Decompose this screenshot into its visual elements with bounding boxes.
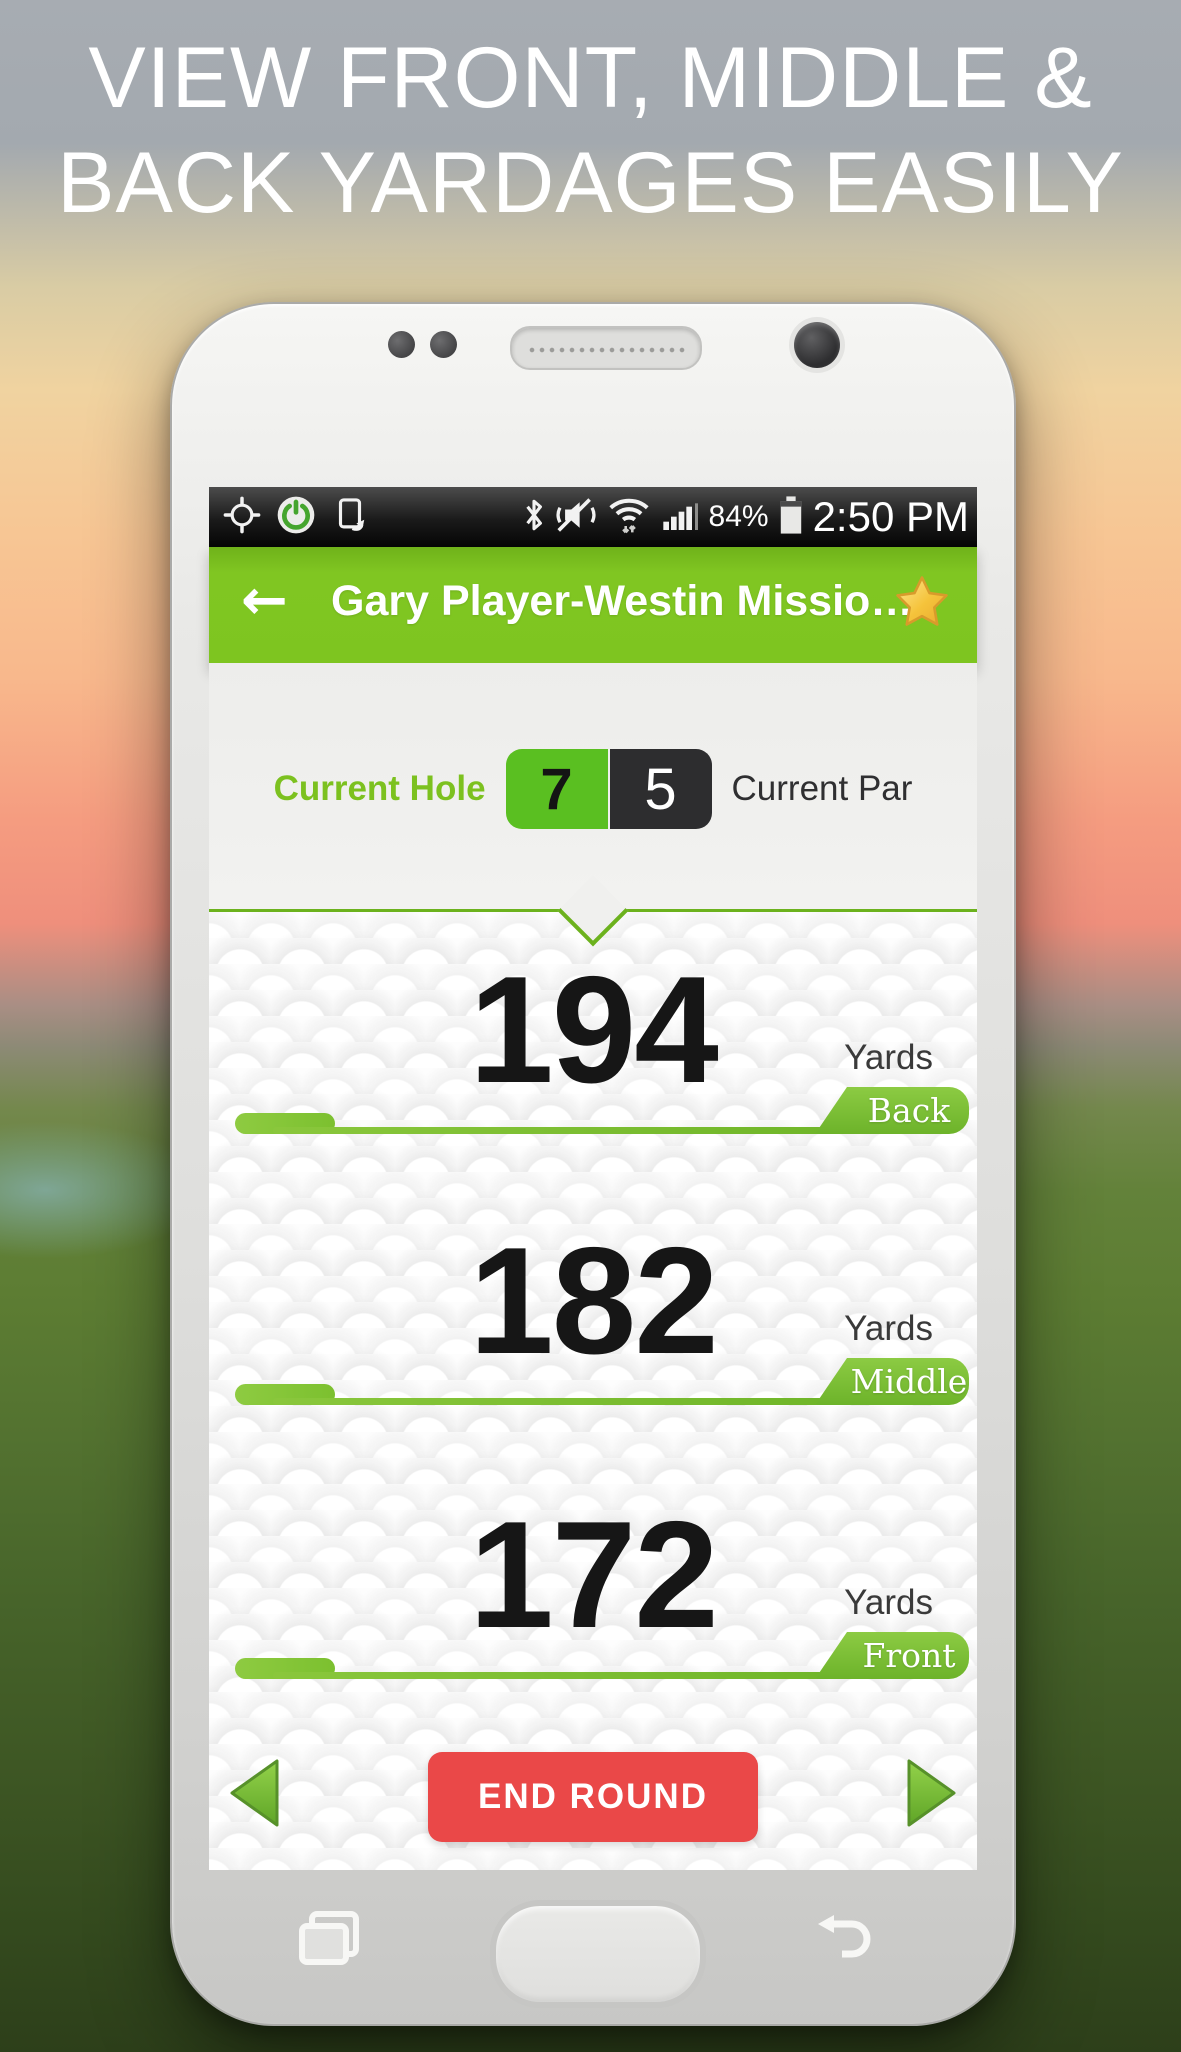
current-hole-number: 7 — [505, 749, 608, 829]
mute-vibrate-icon — [554, 495, 598, 540]
app-bar: ← Gary Player-Westin Missio… — [209, 547, 977, 667]
promo-headline-line1: VIEW FRONT, MIDDLE & — [88, 30, 1093, 126]
battery-percent-text: 84% — [708, 500, 769, 533]
underline — [273, 1127, 827, 1134]
proximity-sensor — [388, 331, 415, 358]
battery-icon — [778, 494, 804, 541]
back-arrow-icon[interactable]: ← — [241, 568, 288, 633]
light-sensor — [430, 331, 457, 358]
power-saver-icon — [276, 495, 316, 540]
yardage-tag-label: Front — [815, 1632, 969, 1679]
yardage-unit-label: Yards — [844, 1583, 933, 1622]
yardage-tag-label: Middle — [815, 1358, 969, 1405]
promo-headline: VIEW FRONT, MIDDLE & BACK YARDAGES EASIL… — [0, 26, 1181, 236]
home-button[interactable] — [490, 1900, 706, 2008]
current-hole-label: Current Hole — [273, 769, 486, 808]
yardage-unit-label: Yards — [844, 1038, 933, 1077]
screen-rotation-icon — [331, 496, 369, 539]
wifi-icon — [607, 494, 651, 541]
underline — [273, 1672, 827, 1679]
recent-apps-icon[interactable] — [294, 1910, 366, 1971]
next-hole-arrow[interactable] — [903, 1756, 961, 1835]
course-title: Gary Player-Westin Missio… — [331, 577, 914, 625]
round-controls: END ROUND — [209, 1750, 977, 1860]
yardage-value: 172 — [469, 1490, 719, 1660]
yardage-tag-label: Back — [815, 1087, 969, 1134]
favorite-star-icon[interactable] — [893, 573, 951, 634]
hole-par-panel: Current Hole 7 5 Current Par — [209, 663, 977, 912]
yardage-panel: 194 Yards Back 182 Yards Middle 172 Ya — [209, 875, 977, 1870]
yardage-block-back: 194 Yards Back — [209, 934, 977, 1134]
yardage-value: 182 — [469, 1216, 719, 1386]
yardage-value: 194 — [469, 945, 719, 1115]
phone-frame: 84% 2:50 PM ← Gary Player-Westin Missio… — [170, 302, 1016, 2026]
status-bar: 84% 2:50 PM — [209, 487, 977, 547]
yardage-tag-front: Front — [815, 1632, 969, 1679]
speaker-grille — [527, 343, 685, 353]
yardage-tag-middle: Middle — [815, 1358, 969, 1405]
earpiece-speaker — [510, 326, 702, 370]
status-icons-left — [223, 496, 369, 538]
clock-text: 2:50 PM — [812, 493, 969, 540]
underline — [273, 1398, 827, 1405]
gps-locating-icon — [223, 496, 261, 539]
hole-par-row: Current Hole 7 5 Current Par — [209, 749, 977, 829]
yardage-block-front: 172 Yards Front — [209, 1479, 977, 1679]
current-par-label: Current Par — [731, 769, 913, 808]
end-round-button[interactable]: END ROUND — [428, 1752, 758, 1842]
yardage-unit-label: Yards — [844, 1309, 933, 1348]
front-camera — [794, 322, 840, 368]
yardage-block-middle: 182 Yards Middle — [209, 1205, 977, 1405]
phone-screen: 84% 2:50 PM ← Gary Player-Westin Missio… — [209, 487, 977, 1870]
current-par-number: 5 — [609, 749, 712, 829]
status-icons-right: 84% 2:50 PM — [523, 492, 969, 542]
back-nav-icon[interactable] — [812, 1912, 874, 1967]
previous-hole-arrow[interactable] — [225, 1756, 283, 1835]
yardage-tag-back: Back — [815, 1087, 969, 1134]
bluetooth-icon — [523, 495, 545, 540]
promo-headline-line2: BACK YARDAGES EASILY — [57, 134, 1124, 231]
signal-icon — [660, 495, 700, 540]
